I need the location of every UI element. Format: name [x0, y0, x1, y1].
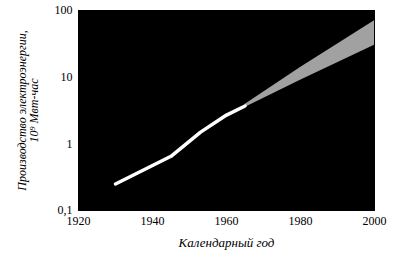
svg-text:1980: 1980 [289, 214, 313, 228]
svg-text:1920: 1920 [66, 214, 91, 228]
svg-text:0,1: 0,1 [58, 203, 73, 217]
svg-text:10: 10 [61, 70, 73, 84]
svg-text:1940: 1940 [141, 214, 165, 228]
svg-text:100: 100 [55, 3, 73, 17]
svg-text:1: 1 [67, 137, 73, 151]
svg-text:Производство электроэнергии,10: Производство электроэнергии,10⁹ Мвт-час [15, 30, 41, 191]
svg-text:Календарный год: Календарный год [178, 235, 275, 250]
svg-text:1960: 1960 [215, 214, 239, 228]
svg-text:2000: 2000 [363, 214, 387, 228]
